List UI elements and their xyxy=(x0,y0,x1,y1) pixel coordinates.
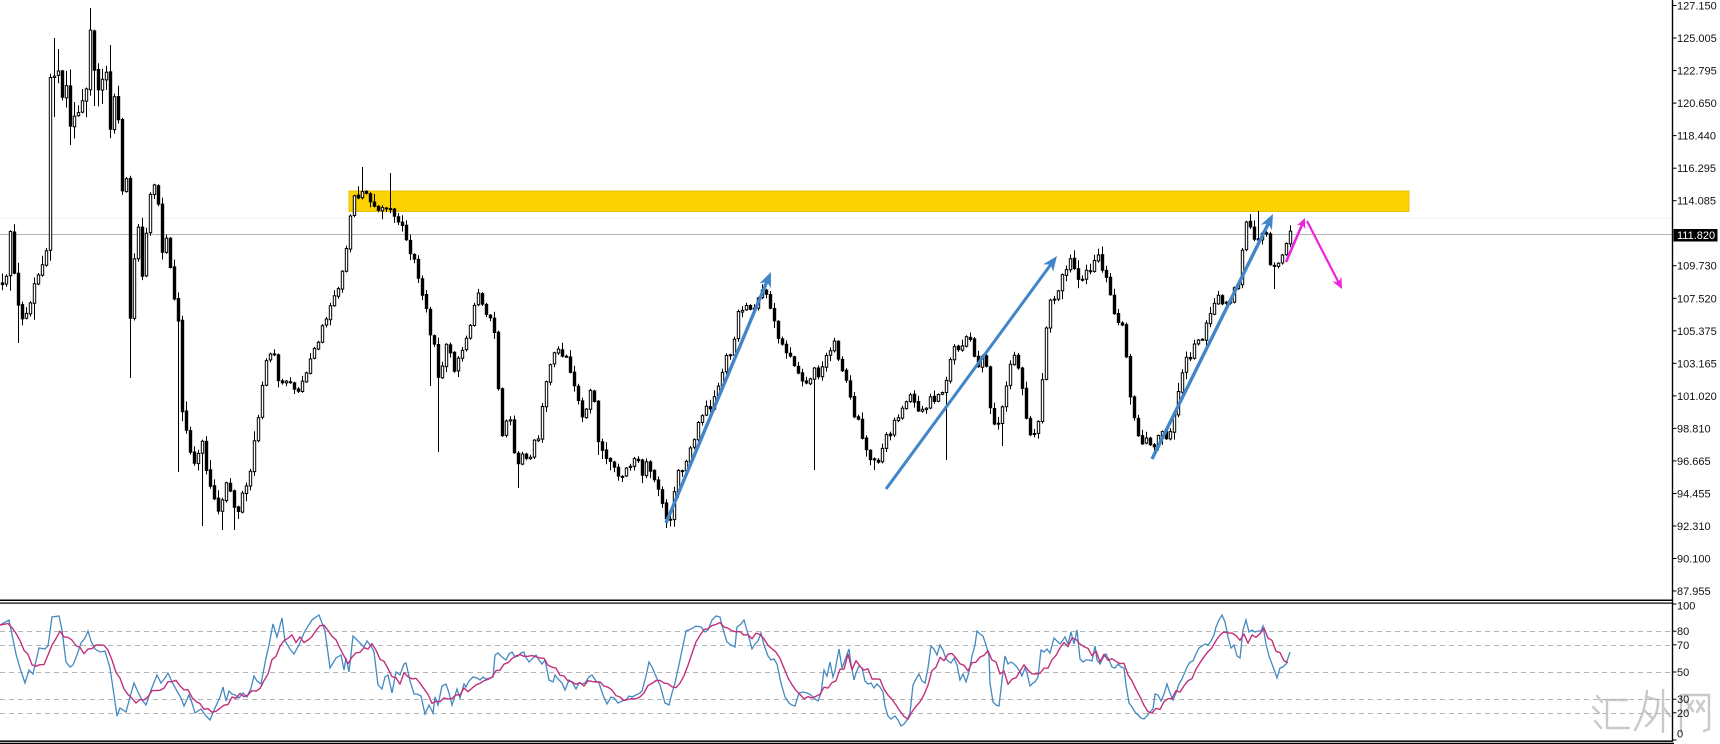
svg-text:101.020: 101.020 xyxy=(1677,391,1717,403)
svg-text:80: 80 xyxy=(1677,626,1689,638)
svg-text:127.150: 127.150 xyxy=(1677,1,1717,13)
svg-text:107.520: 107.520 xyxy=(1677,293,1717,305)
svg-text:87.955: 87.955 xyxy=(1677,586,1711,598)
svg-text:96.665: 96.665 xyxy=(1677,456,1711,468)
svg-text:50: 50 xyxy=(1677,667,1689,679)
svg-text:120.650: 120.650 xyxy=(1677,98,1717,110)
svg-text:118.440: 118.440 xyxy=(1677,131,1716,143)
svg-text:98.810: 98.810 xyxy=(1677,423,1711,435)
svg-text:100: 100 xyxy=(1677,601,1695,613)
svg-text:0: 0 xyxy=(1677,729,1683,741)
svg-text:103.165: 103.165 xyxy=(1677,358,1717,370)
svg-text:109.730: 109.730 xyxy=(1677,261,1717,273)
svg-text:30: 30 xyxy=(1677,694,1689,706)
svg-text:20: 20 xyxy=(1677,708,1689,720)
svg-text:111.820: 111.820 xyxy=(1677,230,1715,242)
svg-text:116.295: 116.295 xyxy=(1677,163,1716,175)
svg-text:105.375: 105.375 xyxy=(1677,326,1717,338)
svg-text:94.455: 94.455 xyxy=(1677,489,1711,501)
svg-text:122.795: 122.795 xyxy=(1677,66,1717,78)
svg-text:125.005: 125.005 xyxy=(1677,33,1717,45)
svg-text:90.100: 90.100 xyxy=(1677,554,1711,566)
svg-text:70: 70 xyxy=(1677,640,1689,652)
svg-text:92.310: 92.310 xyxy=(1677,521,1711,533)
svg-text:114.085: 114.085 xyxy=(1677,196,1716,208)
